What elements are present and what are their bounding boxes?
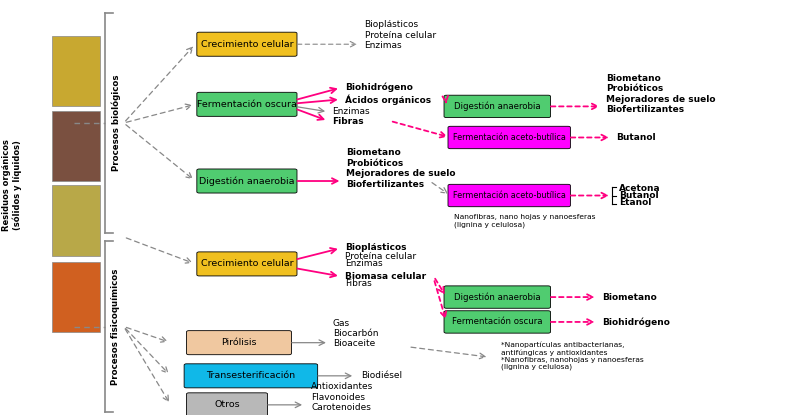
Text: Enzimas: Enzimas <box>345 259 382 268</box>
Text: Biometano
Probióticos
Mejoradores de suelo
Biofertilizantes: Biometano Probióticos Mejoradores de sue… <box>346 148 456 188</box>
FancyBboxPatch shape <box>186 393 267 417</box>
Text: Transesterificación: Transesterificación <box>206 371 295 380</box>
Text: Nanofibras, nano hojas y nanoesferas
(lignina y celulosa): Nanofibras, nano hojas y nanoesferas (li… <box>454 214 596 228</box>
Text: Etanol: Etanol <box>619 198 651 207</box>
Text: Fermentación oscura: Fermentación oscura <box>197 100 297 109</box>
FancyBboxPatch shape <box>197 169 297 193</box>
Text: Bioplásticos
Proteína celular
Enzimas: Bioplásticos Proteína celular Enzimas <box>365 20 436 50</box>
FancyBboxPatch shape <box>444 311 550 333</box>
FancyBboxPatch shape <box>184 364 318 388</box>
Text: Fermentación aceto-butílica: Fermentación aceto-butílica <box>453 133 566 142</box>
Text: *Nanopartículas antibacterianas,
antifúngicas y antioxidantes
*Nanofibras, nanoh: *Nanopartículas antibacterianas, antifún… <box>502 342 644 370</box>
Text: Biometano: Biometano <box>602 293 657 301</box>
Text: Otros: Otros <box>214 400 240 409</box>
Bar <box>52 36 100 106</box>
Text: Fibras: Fibras <box>345 279 371 288</box>
Text: Procesos fisicoquímicos: Procesos fisicoquímicos <box>111 268 120 385</box>
Bar <box>52 185 100 256</box>
Text: Proteína celular: Proteína celular <box>345 252 416 261</box>
Text: Gas
Biocarbón
Bioaceite: Gas Biocarbón Bioaceite <box>333 319 378 349</box>
FancyBboxPatch shape <box>197 32 297 56</box>
Text: Fermentación oscura: Fermentación oscura <box>452 317 542 327</box>
Text: Pirólisis: Pirólisis <box>222 338 257 347</box>
FancyBboxPatch shape <box>186 331 291 355</box>
Text: Antioxidantes
Flavonoides
Carotenoides: Antioxidantes Flavonoides Carotenoides <box>311 382 374 412</box>
Text: Biomasa celular: Biomasa celular <box>345 272 426 281</box>
Text: Fermentación aceto-butílica: Fermentación aceto-butílica <box>453 191 566 200</box>
Text: Bioplásticos: Bioplásticos <box>345 243 406 252</box>
Text: Crecimiento celular: Crecimiento celular <box>201 259 294 269</box>
FancyBboxPatch shape <box>448 126 570 149</box>
Text: Butanol: Butanol <box>619 191 658 200</box>
FancyBboxPatch shape <box>197 92 297 116</box>
FancyBboxPatch shape <box>444 95 550 118</box>
Text: Acetona: Acetona <box>619 184 661 193</box>
Bar <box>52 111 100 181</box>
Text: Butanol: Butanol <box>616 133 655 142</box>
Text: Ácidos orgánicos: Ácidos orgánicos <box>345 94 430 105</box>
FancyBboxPatch shape <box>197 252 297 276</box>
Text: Fibras: Fibras <box>332 117 363 126</box>
Text: Crecimiento celular: Crecimiento celular <box>201 40 294 49</box>
Text: Biometano
Probióticos
Mejoradores de suelo
Biofertilizantes: Biometano Probióticos Mejoradores de sue… <box>606 74 716 114</box>
Text: Enzimas: Enzimas <box>332 107 370 116</box>
Text: Residuos orgánicos
(sólidos y líquidos): Residuos orgánicos (sólidos y líquidos) <box>2 139 22 231</box>
Text: Digestión anaerobia: Digestión anaerobia <box>454 292 541 302</box>
Bar <box>52 262 100 332</box>
Text: Digestión anaerobia: Digestión anaerobia <box>454 102 541 111</box>
Text: Biohidrógeno: Biohidrógeno <box>345 82 413 92</box>
Text: Biohidrógeno: Biohidrógeno <box>602 317 670 327</box>
Text: Biodiésel: Biodiésel <box>362 371 402 380</box>
Text: Procesos biológicos: Procesos biológicos <box>111 75 121 171</box>
FancyBboxPatch shape <box>444 286 550 308</box>
Text: Digestión anaerobia: Digestión anaerobia <box>199 176 294 186</box>
FancyBboxPatch shape <box>448 184 570 207</box>
